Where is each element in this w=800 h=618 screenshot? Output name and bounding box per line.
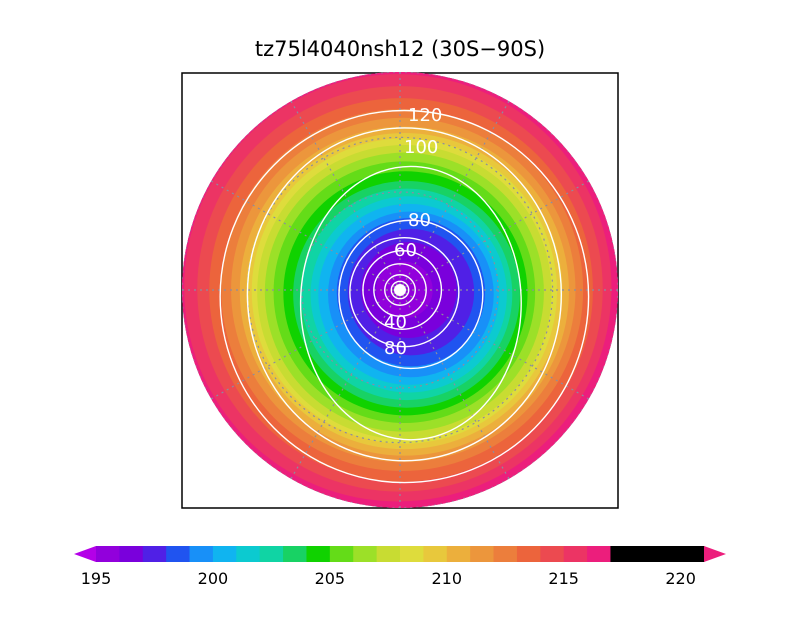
colorbar-tick-label: 220	[665, 569, 696, 588]
colorbar-max-extension	[704, 546, 726, 562]
contour-line	[384, 274, 416, 306]
contour-label: 100	[404, 137, 438, 158]
contour-line	[373, 263, 427, 317]
meridian-line	[290, 289, 401, 480]
meridian-line	[399, 180, 590, 291]
contour-label: 60	[394, 240, 417, 261]
chart-title: tz75l4040nsh12 (30S−90S)	[255, 37, 545, 61]
contour-line	[338, 219, 484, 370]
latitude-circle	[301, 191, 499, 389]
meridian-line	[210, 180, 401, 291]
colorbar-segment	[329, 546, 354, 562]
contour-label: 80	[384, 338, 407, 359]
map-grid-layer	[182, 72, 618, 508]
colorbar-segment	[283, 546, 308, 562]
colorbar-segment	[166, 546, 191, 562]
contour-lines-layer	[219, 109, 590, 484]
colorbar-tick-label: 215	[548, 569, 579, 588]
colorbar-tick-label: 195	[81, 569, 112, 588]
colorbar-segment	[563, 546, 588, 562]
colorbar-segment	[212, 546, 237, 562]
colorbar-tick-label: 210	[431, 569, 462, 588]
colorbar-tick-label: 205	[315, 569, 346, 588]
colorbar-segment	[119, 546, 144, 562]
colorbar-segment	[189, 546, 214, 562]
colorbar-segment	[376, 546, 401, 562]
colorbar-segment	[142, 546, 167, 562]
meridian-line	[399, 289, 510, 480]
colorbar-segment	[400, 546, 424, 562]
colorbar-segment	[680, 546, 705, 562]
colorbar-segment	[96, 546, 120, 562]
colorbar-segment	[446, 546, 471, 562]
contour-line	[349, 236, 460, 348]
colorbar-segment	[236, 546, 261, 562]
colorbar-segment	[423, 546, 448, 562]
colorbar-segment	[587, 546, 612, 562]
contour-line	[219, 109, 590, 484]
colorbar-segment	[540, 546, 565, 562]
colorbar-min-extension	[74, 546, 96, 562]
contour-label: 120	[408, 105, 442, 126]
contour-line	[246, 127, 563, 462]
contour-label: 80	[408, 210, 431, 231]
colorbar-segment	[610, 546, 635, 562]
pole-marker	[394, 284, 406, 296]
contour-line	[362, 250, 443, 330]
contour-label: 40	[384, 312, 407, 333]
colorbar-segment	[633, 546, 658, 562]
meridian-line	[399, 289, 590, 400]
contour-labels-layer: 120 100 80 60 40 80	[384, 105, 442, 359]
meridian-line	[290, 100, 401, 291]
colorbar-segment	[306, 546, 331, 562]
colorbar-segment	[259, 546, 284, 562]
colorbar-segment	[470, 546, 495, 562]
contour-line	[299, 165, 522, 441]
colorbar-segment	[353, 546, 378, 562]
colorbar-tick-label: 200	[198, 569, 229, 588]
contour-line	[390, 280, 410, 300]
colorbar-segment	[657, 546, 682, 562]
colorbar-segment	[493, 546, 518, 562]
colorbar-segment	[516, 546, 541, 562]
colorbar: 195 200 205 210 215 220	[74, 546, 726, 588]
latitude-circle	[246, 136, 554, 444]
